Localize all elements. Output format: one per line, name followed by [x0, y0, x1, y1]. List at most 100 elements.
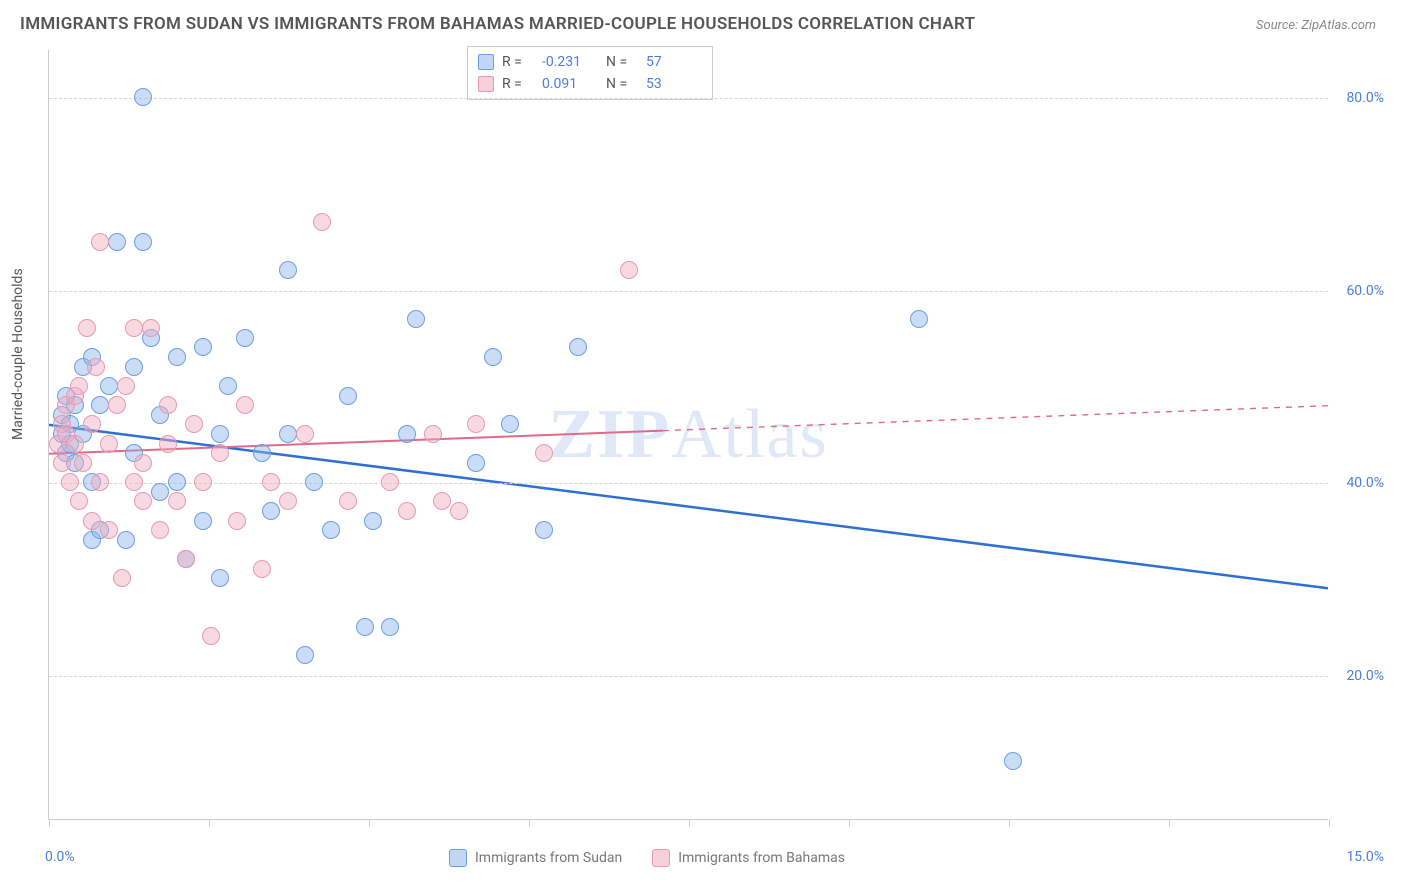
- regression-lines: [49, 50, 1328, 819]
- data-point: [61, 473, 79, 491]
- data-point: [1004, 752, 1022, 770]
- data-point: [125, 473, 143, 491]
- legend-swatch: [449, 849, 467, 867]
- data-point: [87, 358, 105, 376]
- data-point: [398, 502, 416, 520]
- gridline: [49, 98, 1328, 99]
- legend-series: Immigrants from Sudan Immigrants from Bah…: [449, 849, 845, 867]
- data-point: [100, 521, 118, 539]
- data-point: [83, 512, 101, 530]
- data-point: [322, 521, 340, 539]
- x-tick: [849, 819, 850, 827]
- data-point: [194, 473, 212, 491]
- legend-label: Immigrants from Bahamas: [678, 850, 845, 866]
- data-point: [262, 473, 280, 491]
- data-point: [407, 310, 425, 328]
- data-point: [91, 473, 109, 491]
- x-tick-label-max: 15.0%: [1346, 849, 1384, 865]
- watermark-suffix: Atlas: [671, 396, 829, 473]
- data-point: [70, 377, 88, 395]
- data-point: [66, 435, 84, 453]
- data-point: [117, 531, 135, 549]
- data-point: [78, 319, 96, 337]
- data-point: [253, 444, 271, 462]
- data-point: [279, 261, 297, 279]
- data-point: [381, 473, 399, 491]
- legend-swatch: [652, 849, 670, 867]
- watermark: ZIPAtlas: [548, 395, 828, 475]
- data-point: [279, 492, 297, 510]
- data-point: [113, 569, 131, 587]
- data-point: [168, 492, 186, 510]
- data-point: [253, 560, 271, 578]
- legend-n-value: 53: [646, 76, 702, 92]
- gridline: [49, 676, 1328, 677]
- y-tick-label: 20.0%: [1346, 668, 1384, 684]
- data-point: [151, 521, 169, 539]
- x-tick: [529, 819, 530, 827]
- legend-r-value: -0.231: [542, 54, 598, 70]
- data-point: [134, 88, 152, 106]
- legend-item: Immigrants from Sudan: [449, 849, 622, 867]
- legend-item: Immigrants from Bahamas: [652, 849, 845, 867]
- data-point: [484, 348, 502, 366]
- x-tick: [1169, 819, 1170, 827]
- data-point: [910, 310, 928, 328]
- data-point: [364, 512, 382, 530]
- data-point: [194, 512, 212, 530]
- data-point: [620, 261, 638, 279]
- y-tick-label: 80.0%: [1346, 90, 1384, 106]
- legend-n-label: N =: [606, 54, 638, 70]
- data-point: [211, 569, 229, 587]
- data-point: [134, 454, 152, 472]
- data-point: [501, 415, 519, 433]
- x-tick: [1329, 819, 1330, 827]
- data-point: [168, 348, 186, 366]
- data-point: [356, 618, 374, 636]
- x-tick: [49, 819, 50, 827]
- data-point: [296, 646, 314, 664]
- data-point: [236, 396, 254, 414]
- data-point: [433, 492, 451, 510]
- data-point: [70, 492, 88, 510]
- data-point: [381, 618, 399, 636]
- data-point: [296, 425, 314, 443]
- legend-row: R =-0.231N =57: [478, 51, 702, 73]
- data-point: [339, 492, 357, 510]
- data-point: [424, 425, 442, 443]
- data-point: [53, 454, 71, 472]
- data-point: [467, 454, 485, 472]
- gridline: [49, 483, 1328, 484]
- data-point: [177, 550, 195, 568]
- data-point: [159, 435, 177, 453]
- x-tick: [689, 819, 690, 827]
- data-point: [305, 473, 323, 491]
- y-tick-label: 60.0%: [1346, 283, 1384, 299]
- data-point: [211, 444, 229, 462]
- data-point: [108, 233, 126, 251]
- data-point: [535, 444, 553, 462]
- data-point: [159, 396, 177, 414]
- data-point: [125, 319, 143, 337]
- data-point: [185, 415, 203, 433]
- data-point: [91, 396, 109, 414]
- data-point: [236, 329, 254, 347]
- data-point: [202, 627, 220, 645]
- legend-r-value: 0.091: [542, 76, 598, 92]
- data-point: [313, 213, 331, 231]
- plot-area: ZIPAtlas R =-0.231N =57R =0.091N =53 Imm…: [48, 50, 1328, 820]
- y-axis-label: Married-couple Households: [10, 268, 26, 440]
- data-point: [83, 415, 101, 433]
- source-label: Source: ZipAtlas.com: [1256, 18, 1376, 33]
- data-point: [100, 435, 118, 453]
- data-point: [108, 396, 126, 414]
- data-point: [228, 512, 246, 530]
- legend-label: Immigrants from Sudan: [475, 850, 622, 866]
- data-point: [194, 338, 212, 356]
- legend-n-label: N =: [606, 76, 638, 92]
- legend-r-label: R =: [502, 76, 534, 92]
- legend-swatch: [478, 54, 494, 70]
- data-point: [151, 483, 169, 501]
- data-point: [398, 425, 416, 443]
- data-point: [279, 425, 297, 443]
